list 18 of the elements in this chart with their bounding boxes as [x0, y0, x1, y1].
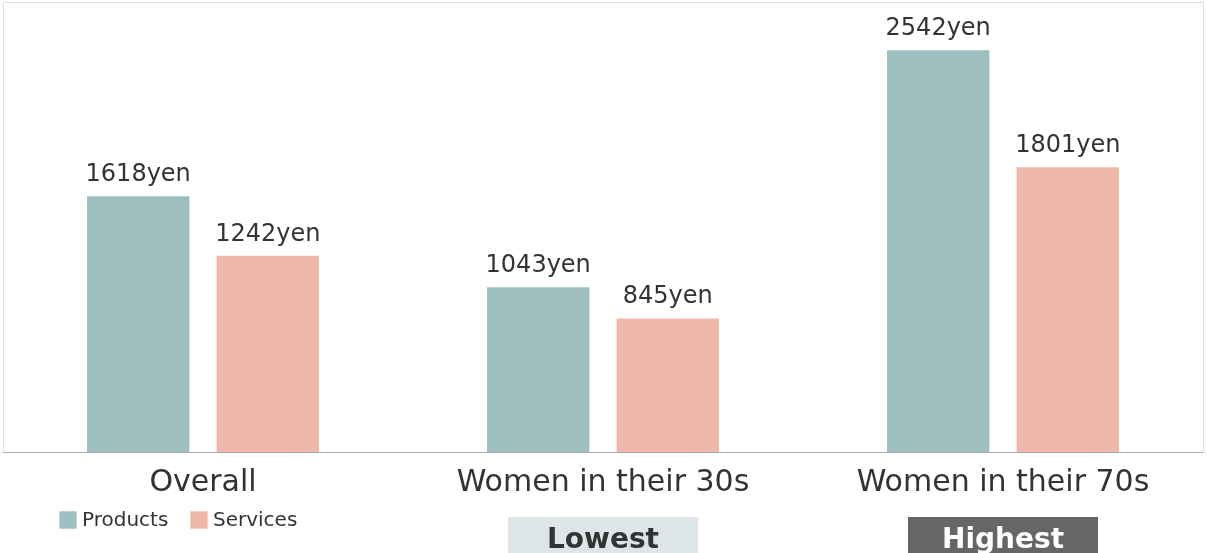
data-label: 1801yen — [1015, 130, 1121, 159]
bar — [87, 196, 190, 452]
bar — [887, 50, 990, 452]
data-label: 1618yen — [85, 159, 191, 188]
legend-label: Products — [82, 507, 169, 531]
x-tick-label: Women in their 30s — [456, 462, 750, 498]
bar — [216, 255, 319, 452]
data-label: 1043yen — [485, 250, 591, 279]
x-tick-label: Women in their 70s — [856, 462, 1150, 498]
text: Lowest — [547, 522, 659, 553]
bar — [616, 318, 719, 452]
bar — [487, 287, 590, 452]
data-label: 1242yen — [215, 218, 321, 247]
data-label: 2542yen — [885, 13, 991, 42]
legend-label: Services — [213, 507, 298, 531]
x-tick-label: Overall — [149, 462, 257, 498]
bar — [1016, 167, 1119, 452]
data-label: 845yen — [622, 281, 713, 310]
